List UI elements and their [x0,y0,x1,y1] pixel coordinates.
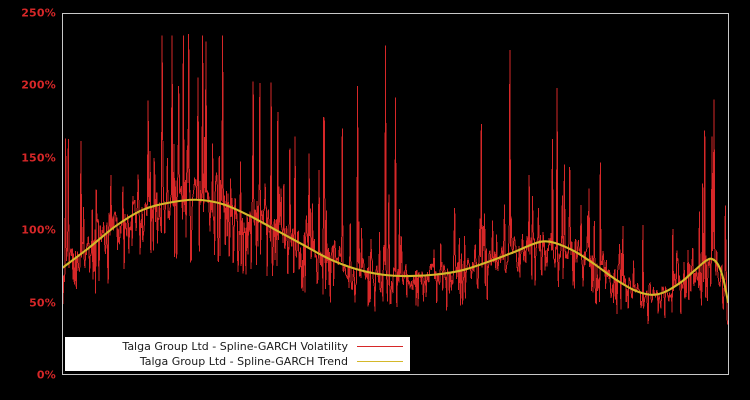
legend-label-volatility: Talga Group Ltd - Spline-GARCH Volatilit… [122,340,348,353]
y-axis-tick-250: 250% [21,6,56,20]
y-axis-tick-50: 50% [29,296,56,310]
legend-item-volatility: Talga Group Ltd - Spline-GARCH Volatilit… [66,339,403,354]
plot-area [62,13,729,375]
series-line-trend [63,198,728,304]
legend-color-swatch-trend [357,361,403,362]
y-axis-tick-labels: 0% 50% 100% 150% 200% 250% [0,0,56,400]
legend-label-trend: Talga Group Ltd - Spline-GARCH Trend [139,355,348,368]
legend-item-trend: Talga Group Ltd - Spline-GARCH Trend [66,354,403,369]
chart-canvas [63,34,728,325]
legend-color-swatch-volatility [357,346,403,347]
chart-legend: Talga Group Ltd - Spline-GARCH Volatilit… [65,337,410,371]
y-axis-tick-100: 100% [21,223,56,237]
y-axis-tick-0: 0% [36,368,56,382]
series-line-volatility [63,34,728,325]
y-axis-tick-200: 200% [21,78,56,92]
y-axis-tick-150: 150% [21,151,56,165]
